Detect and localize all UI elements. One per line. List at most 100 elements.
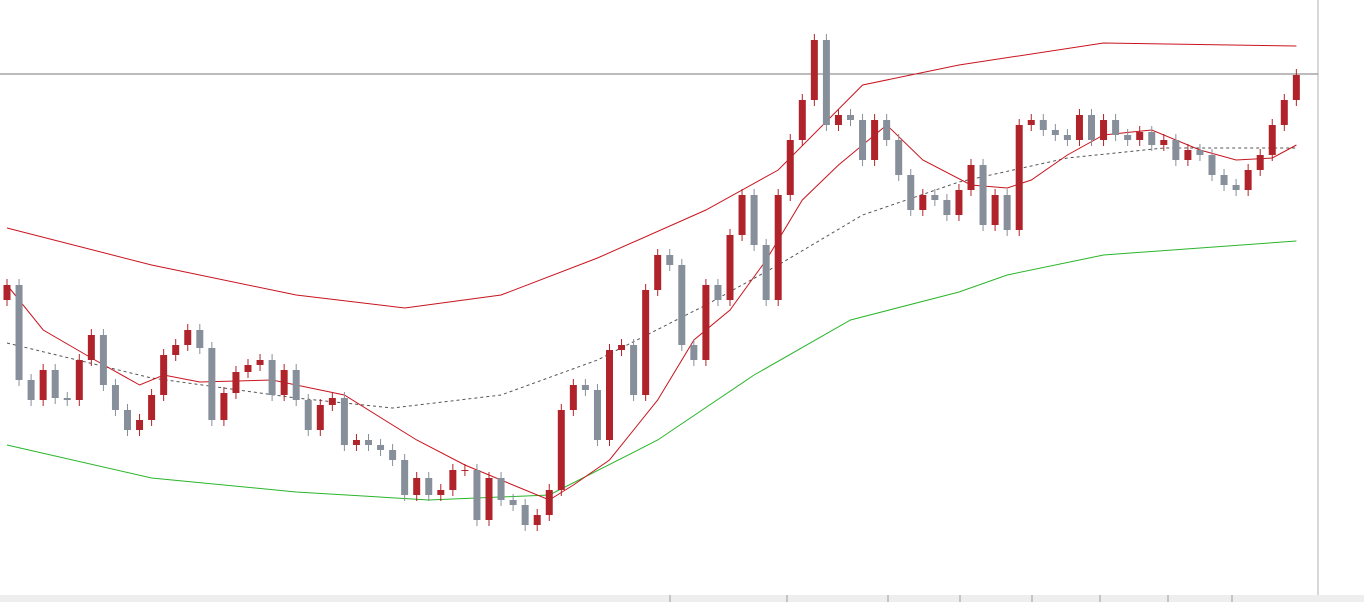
- candle-body: [184, 330, 192, 345]
- candle-body: [63, 398, 71, 400]
- candle-body: [497, 478, 505, 500]
- candle-body: [1100, 120, 1108, 140]
- candle-body: [834, 115, 842, 125]
- candle-body: [1015, 125, 1023, 230]
- candle-body: [461, 470, 469, 471]
- candle-body: [991, 195, 999, 225]
- candle-body: [1075, 115, 1083, 140]
- candle-body: [702, 285, 710, 360]
- candle-body: [1268, 125, 1276, 155]
- candle-body: [738, 195, 746, 235]
- candle-body: [762, 245, 770, 300]
- candle-body: [220, 393, 228, 420]
- candle-body: [509, 500, 517, 505]
- candle-body: [340, 398, 348, 445]
- candle-body: [798, 100, 806, 140]
- candle-body: [401, 460, 409, 495]
- candle-body: [533, 515, 541, 525]
- candle-body: [136, 420, 144, 430]
- indicator-line: [6, 240, 1297, 501]
- candle-body: [642, 290, 650, 395]
- candle-body: [1027, 120, 1035, 125]
- candle-body: [1292, 75, 1300, 100]
- candle-body: [1208, 155, 1216, 175]
- candle-body: [485, 478, 493, 520]
- indicator-line: [6, 42, 1297, 309]
- candle-body: [1039, 120, 1047, 130]
- candle-body: [545, 490, 553, 515]
- candle-body: [666, 255, 674, 265]
- candle-body: [1112, 120, 1120, 135]
- candle-body: [124, 410, 131, 430]
- candle-body: [919, 195, 927, 210]
- candle-body: [208, 348, 216, 420]
- candle-body: [292, 370, 300, 400]
- candle-body: [99, 335, 107, 385]
- candle-body: [1220, 175, 1228, 185]
- candle-body: [27, 380, 35, 400]
- candle-body: [172, 345, 180, 355]
- candle-body: [1063, 135, 1071, 140]
- candle-body: [1051, 130, 1059, 135]
- candle-body: [15, 285, 23, 380]
- candle-body: [377, 445, 385, 450]
- candle-body: [1196, 150, 1204, 155]
- time-ticks: [669, 595, 1233, 602]
- candle-body: [1244, 170, 1252, 190]
- candle-body: [569, 385, 577, 410]
- candle-body: [304, 400, 312, 430]
- candle-body: [883, 120, 891, 140]
- candle-body: [244, 365, 252, 372]
- candle-body: [654, 255, 662, 290]
- time-bar: [0, 595, 1364, 602]
- candle-body: [847, 115, 854, 120]
- candle-body: [955, 190, 963, 215]
- candle-body: [1003, 195, 1011, 230]
- candle-body: [413, 478, 421, 495]
- candle-body: [967, 165, 975, 190]
- candle-body: [690, 345, 698, 360]
- candle-body: [1088, 115, 1095, 140]
- candle-body: [1256, 155, 1264, 170]
- candle-body: [111, 385, 119, 410]
- candle-body: [630, 345, 638, 395]
- candle-body: [618, 345, 626, 350]
- candle-body: [160, 355, 168, 395]
- candle-body: [280, 370, 288, 395]
- candle-body: [750, 195, 758, 245]
- candle-body: [606, 350, 613, 440]
- candle-body: [810, 40, 818, 100]
- candle-body: [726, 235, 734, 300]
- candle-body: [871, 120, 879, 160]
- candle-body: [148, 395, 156, 420]
- candle-body: [256, 360, 264, 365]
- candle-body: [268, 360, 276, 395]
- candle-body: [389, 450, 397, 460]
- candle-body: [859, 120, 867, 160]
- candle-body: [39, 370, 47, 400]
- candle-body: [714, 285, 722, 300]
- candle-body: [1124, 135, 1132, 140]
- candle-body: [449, 470, 457, 490]
- candle-body: [196, 330, 204, 348]
- candle-body: [1232, 185, 1240, 190]
- candle-body: [786, 140, 794, 195]
- candle-body: [328, 398, 336, 405]
- candle-body: [365, 440, 372, 445]
- candle-body: [425, 478, 433, 495]
- candle-body: [521, 505, 529, 525]
- candle-body: [1280, 100, 1288, 125]
- candle-body: [678, 265, 686, 345]
- candle-body: [437, 490, 445, 495]
- candle-body: [822, 40, 830, 125]
- candle-body: [1148, 132, 1156, 145]
- candle-body: [51, 370, 59, 398]
- candle-body: [232, 372, 240, 393]
- candle-body: [75, 360, 83, 400]
- candle-body: [473, 470, 481, 520]
- candle-body: [87, 335, 95, 360]
- candle-body: [1160, 140, 1168, 145]
- candle-body: [557, 410, 565, 490]
- candle-body: [593, 390, 601, 440]
